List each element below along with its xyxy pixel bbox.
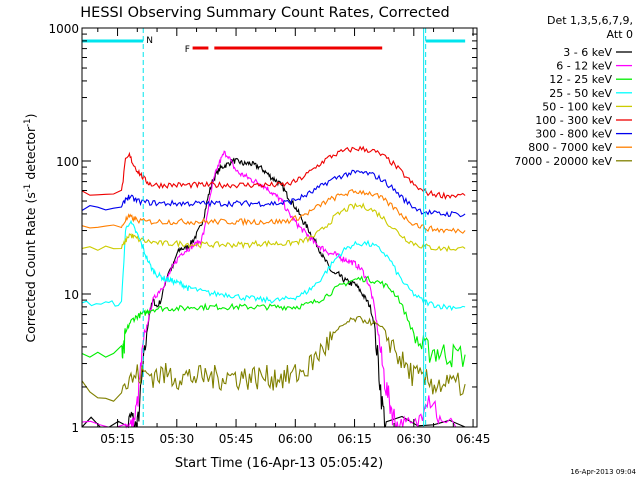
series-line-4 (81, 219, 466, 312)
x-tick-label-1: 05:15 (100, 432, 135, 446)
y-axis-label-sup2: -1 (23, 118, 33, 126)
chart-title: HESSI Observing Summary Count Rates, Cor… (80, 5, 449, 21)
y-tick-label-2: 10 (64, 288, 79, 302)
legend-entry-7: 300 - 800 keV (535, 128, 612, 141)
x-tick-label-6: 06:30 (397, 432, 432, 446)
legend-entry-2: 6 - 12 keV (556, 60, 612, 73)
series-line-2 (81, 150, 466, 429)
y-axis-label-mid: detector (23, 126, 38, 184)
y-tick-label-4: 1000 (48, 22, 79, 36)
y-axis-label-end: ) (23, 114, 38, 119)
y-axis-label: Corrected Count Rate (s-1 detector-1) (23, 114, 38, 343)
flare-flag-label: F (185, 45, 190, 55)
series-line-3 (81, 275, 466, 368)
legend-entry-4: 25 - 50 keV (549, 87, 612, 100)
footer-timestamp: 16-Apr-2013 09:04 (570, 468, 636, 476)
legend-header-line2: Att 0 (607, 28, 633, 41)
night-flag-label: N (146, 36, 153, 46)
x-tick-label-3: 05:45 (219, 432, 254, 446)
legend-entry-3: 12 - 25 keV (549, 73, 612, 86)
y-axis-label-sup1: -1 (23, 184, 33, 192)
legend-entry-8: 800 - 7000 keV (528, 141, 612, 154)
plot-region: NF (81, 28, 466, 429)
x-tick-label-7: 06:45 (456, 432, 491, 446)
x-tick-label-2: 05:30 (160, 432, 195, 446)
series-line-8 (81, 189, 466, 234)
series-line-7 (81, 169, 466, 218)
legend-entry-5: 50 - 100 keV (542, 100, 612, 113)
legend-entry-6: 100 - 300 keV (535, 114, 612, 127)
y-axis-label-main: Corrected Count Rate (s (23, 192, 38, 342)
x-tick-label-5: 06:15 (337, 432, 372, 446)
y-tick-label-3: 100 (56, 155, 79, 169)
legend-entry-9: 7000 - 20000 keV (514, 155, 612, 168)
x-axis-label: Start Time (16-Apr-13 05:05:42) (175, 456, 383, 471)
legend-entry-1: 3 - 6 keV (563, 46, 612, 59)
x-tick-label-4: 06:00 (278, 432, 313, 446)
series-line-9 (81, 315, 466, 402)
axis-ticks: 05:15 05:30 05:45 06:00 06:15 06:30 06:45 1 10 10… (48, 22, 490, 446)
legend-header-line1: Det 1,3,5,6,7,9, (547, 14, 633, 27)
series-line-6 (81, 145, 466, 200)
plot-frame (81, 27, 478, 428)
series-line-5 (81, 202, 466, 253)
y-tick-label-1: 1 (71, 421, 79, 435)
